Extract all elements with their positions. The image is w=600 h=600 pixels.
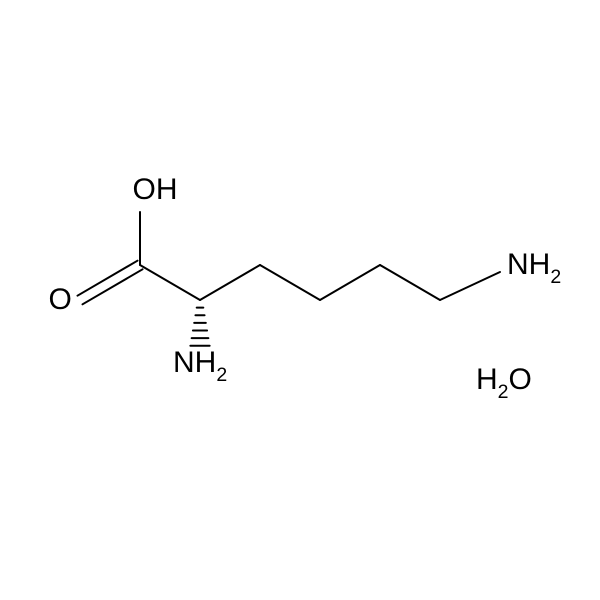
atom-label-NH2b: NH2: [507, 250, 561, 286]
atom-label-NH2a: NH2: [173, 348, 227, 384]
bond-layer: [0, 0, 600, 600]
molecule-canvas: OH O NH2 NH2 H2O: [0, 0, 600, 600]
atom-label-O: O: [49, 285, 72, 315]
atom-label-H2O: H2O: [476, 365, 532, 401]
atom-label-OH: OH: [133, 175, 178, 205]
